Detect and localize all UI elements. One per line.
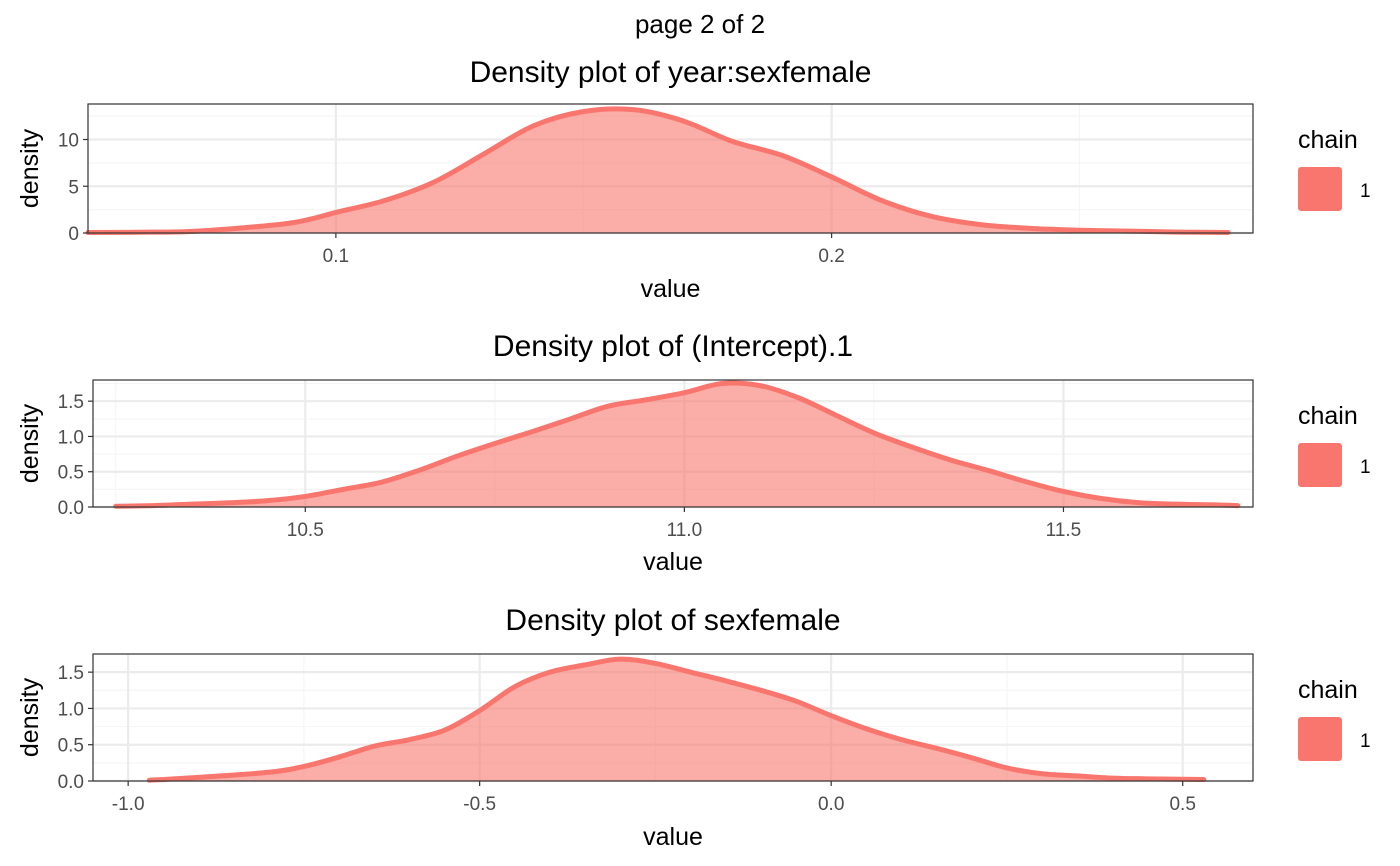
panel-2: Density plot of (Intercept).1 0.0 0.5 1.0 1.… bbox=[16, 330, 1371, 576]
y-tick-label: 0.5 bbox=[58, 736, 84, 757]
panel-border bbox=[87, 103, 1254, 234]
legend: chain 1 bbox=[1298, 126, 1371, 211]
density-line bbox=[85, 106, 1231, 236]
legend-entry-label: 1 bbox=[1360, 731, 1371, 752]
legend: chain 1 bbox=[1298, 402, 1371, 487]
y-tick-label: 0.5 bbox=[58, 463, 84, 484]
density-area bbox=[88, 108, 1229, 233]
legend-key-swatch bbox=[1298, 167, 1342, 211]
y-tick-label: 0.0 bbox=[58, 772, 84, 793]
x-axis-label: value bbox=[643, 823, 703, 851]
page-label: page 2 of 2 bbox=[635, 9, 765, 39]
y-tick-label: 5 bbox=[68, 177, 79, 198]
legend-entry-label: 1 bbox=[1360, 457, 1371, 478]
plot-title: Density plot of year:sexfemale bbox=[470, 56, 872, 89]
density-line bbox=[146, 656, 1207, 783]
panel-3: Density plot of sexfemale 0.0 0.5 1.0 1.5 -1.… bbox=[16, 604, 1371, 851]
y-tick-label: 10 bbox=[58, 131, 79, 152]
x-axis-label: value bbox=[641, 275, 701, 303]
x-tick-label: 0.0 bbox=[818, 794, 844, 815]
x-tick-label: -1.0 bbox=[112, 794, 145, 815]
density-area bbox=[115, 383, 1238, 507]
panel-border bbox=[92, 379, 1254, 508]
x-tick-label: 11.5 bbox=[1046, 520, 1082, 541]
y-tick-label: 1.5 bbox=[58, 392, 84, 413]
x-tick-label: 0.2 bbox=[818, 246, 844, 267]
y-tick-label: 1.0 bbox=[58, 427, 84, 448]
y-tick-label: 1.0 bbox=[58, 699, 84, 720]
plot-title: Density plot of (Intercept).1 bbox=[493, 330, 853, 363]
plot-title: Density plot of sexfemale bbox=[505, 604, 840, 637]
legend: chain 1 bbox=[1298, 676, 1371, 761]
x-tick-label: 10.5 bbox=[287, 520, 324, 541]
y-axis-label: density bbox=[16, 403, 44, 483]
x-axis-label: value bbox=[643, 548, 703, 576]
legend-key-swatch bbox=[1298, 717, 1342, 761]
y-axis-label: density bbox=[16, 677, 44, 757]
legend-title: chain bbox=[1298, 126, 1358, 154]
y-tick-label: 0 bbox=[68, 224, 79, 245]
legend-title: chain bbox=[1298, 402, 1358, 430]
y-tick-label: 1.5 bbox=[58, 663, 84, 684]
x-tick-label: 11.0 bbox=[667, 520, 703, 541]
legend-entry-label: 1 bbox=[1360, 181, 1371, 202]
legend-title: chain bbox=[1298, 676, 1358, 704]
x-tick-label: 0.1 bbox=[323, 246, 349, 267]
y-axis-label: density bbox=[16, 128, 44, 208]
density-line bbox=[113, 380, 1241, 509]
panel-1: Density plot of year:sexfemale 0 5 10 0.1 0.2… bbox=[16, 56, 1371, 303]
x-tick-label: -0.5 bbox=[463, 794, 496, 815]
y-tick-label: 0.0 bbox=[58, 498, 84, 519]
legend-key-swatch bbox=[1298, 443, 1342, 487]
x-tick-label: 0.5 bbox=[1169, 794, 1195, 815]
panel-border bbox=[92, 653, 1254, 782]
